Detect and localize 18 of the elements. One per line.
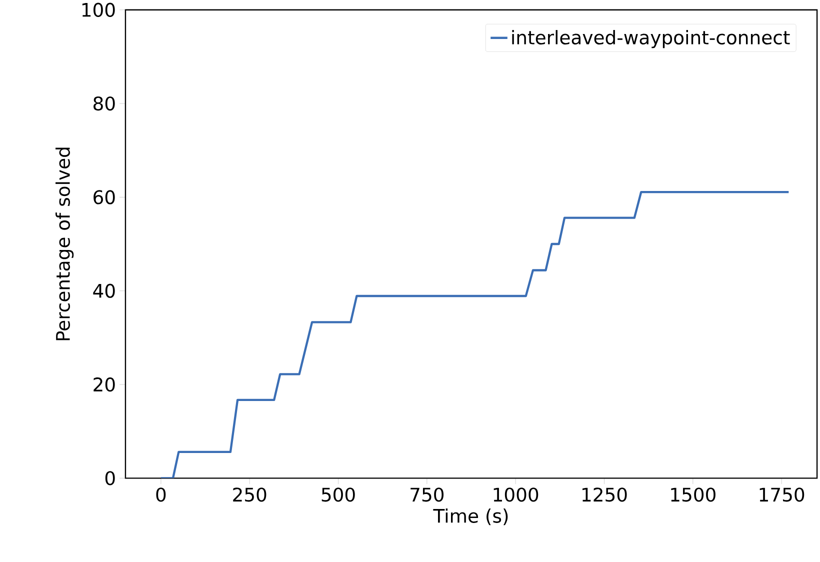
y-tick-label: 100 bbox=[82, 2, 115, 17]
x-tick-label: 1250 bbox=[582, 488, 627, 502]
x-tick-label: 1750 bbox=[760, 488, 804, 502]
y-tick-label: 40 bbox=[93, 284, 115, 298]
line-series bbox=[160, 190, 790, 478]
x-axis-title: Time (s) bbox=[433, 508, 508, 526]
x-tick-label: 750 bbox=[410, 488, 444, 502]
x-tick-label: 250 bbox=[233, 488, 266, 502]
x-tick-label: 1500 bbox=[671, 488, 716, 502]
y-axis-title: Percentage of solved bbox=[56, 148, 74, 340]
x-tick-label: 0 bbox=[156, 488, 166, 502]
x-tick-label: 1000 bbox=[494, 488, 538, 502]
y-tick-label: 60 bbox=[94, 190, 115, 204]
y-tick-label: 80 bbox=[94, 96, 115, 111]
y-tick-label: 0 bbox=[105, 471, 115, 486]
x-tick-label: 500 bbox=[322, 488, 355, 502]
legend-label: interleaved-waypoint-connect bbox=[512, 30, 790, 48]
y-tick-label: 20 bbox=[94, 377, 115, 392]
